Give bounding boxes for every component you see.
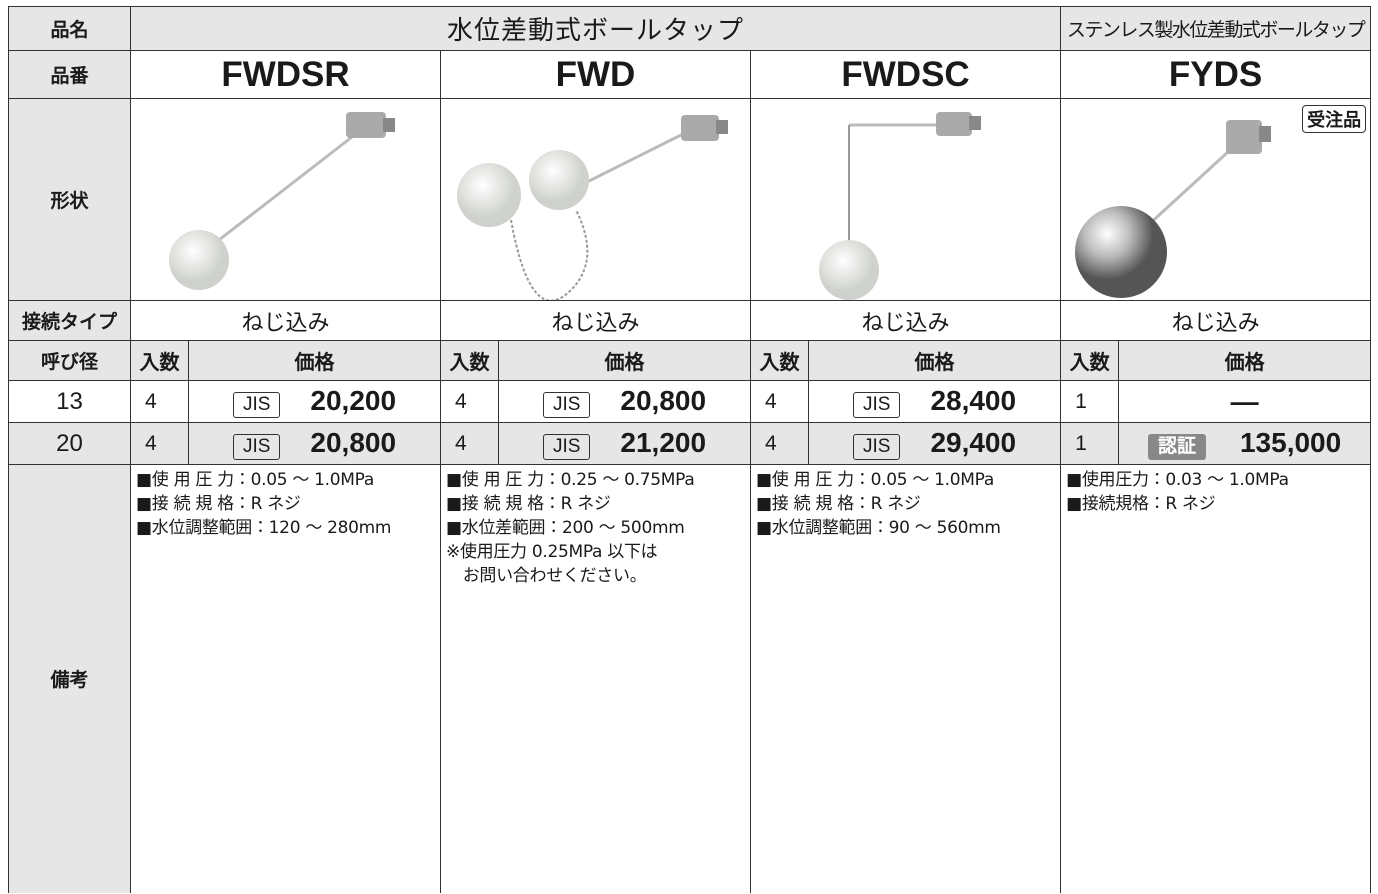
note-line: ■水位調整範囲：120 ～ 280mm [136,518,392,538]
note-line: ■使 用 圧 力：0.05 ～ 1.0MPa [756,470,994,490]
price: 135,000 [1239,426,1342,458]
qty-header: 入数 [440,340,499,381]
product-image [1075,119,1272,298]
price-cell: JIS 20,800 [498,380,751,423]
row: 呼び径 入数 価格 入数 価格 入数 価格 入数 価格 [8,340,1372,381]
price: 28,400 [930,384,1017,416]
row-label: 形状 [8,98,131,301]
model-number: FWDSR [130,50,441,99]
price-header: 価格 [1118,340,1372,381]
note-line: ■接 続 規 格：R ネジ [136,494,301,514]
notes: ■使 用 圧 力：0.05 ～ 1.0MPa ■接 続 規 格：R ネジ ■水位調整… [749,464,1062,893]
order-badge: 受注品 [1302,105,1367,133]
quantity: 4 [440,380,499,423]
price: 20,800 [310,426,397,458]
model-number: FWD [440,50,751,99]
cert-mark: JIS [542,392,591,419]
note-line: ■接続規格：R ネジ [1066,494,1216,514]
note-line: ■接 続 規 格：R ネジ [446,494,611,514]
quantity: 1 [1060,422,1120,465]
price-header: 価格 [188,340,441,381]
price: — [1230,385,1259,417]
row-label: 品番 [8,50,131,99]
product-image [819,111,981,300]
cert-mark: JIS [232,392,281,419]
price-cell: JIS 20,200 [188,380,441,423]
row-label: 品名 [8,6,131,51]
row: 品番 FWDSR FWD FWDSC FYDS [8,50,1372,99]
quantity: 1 [1060,380,1120,423]
product-image-cell [749,98,1062,301]
price-cell: JIS 20,800 [188,422,441,465]
quantity: 4 [750,422,809,465]
cert-mark: JIS [852,434,901,461]
notes: ■使 用 圧 力：0.25 ～ 0.75MPa ■接 続 規 格：R ネジ ■水位差… [440,464,751,893]
price-cell: JIS 29,400 [807,422,1062,465]
cert-mark: JIS [232,434,281,461]
qty-header: 入数 [1060,340,1120,381]
product-name: ステンレス製水位差動式ボールタップ [1060,6,1372,51]
product-image-cell [130,98,441,301]
row-label: 備考 [8,464,131,893]
cert-mark: JIS [852,392,901,419]
note-line: ■水位差範囲：200 ～ 500mm [446,518,685,538]
price-cell: JIS 28,400 [807,380,1062,423]
price-cell: — [1118,380,1372,423]
note-line: ※使用圧力 0.25MPa 以下は [446,542,658,562]
notes: ■使 用 圧 力：0.05 ～ 1.0MPa ■接 続 規 格：R ネジ ■水位調整… [130,464,441,893]
qty-header: 入数 [750,340,809,381]
row: 13 4 JIS 20,200 4 JIS 20,800 4 JIS 28,400 1— [8,380,1372,423]
connection-type: ねじ込み [440,300,751,341]
note-line: ■使用圧力：0.03 ～ 1.0MPa [1066,470,1289,490]
quantity: 4 [130,422,189,465]
connection-type: ねじ込み [1060,300,1372,341]
price: 29,400 [930,426,1017,458]
row-label: 接続タイプ [8,300,131,341]
product-image [169,111,395,290]
row: 20 4 JIS 20,800 4 JIS 21,200 4 JIS 29,400 1 認証 135,0… [8,422,1372,465]
note-line: ■使 用 圧 力：0.25 ～ 0.75MPa [446,470,695,490]
size: 20 [8,422,131,465]
size: 13 [8,380,131,423]
price: 21,200 [620,426,707,458]
row: 備考 ■使 用 圧 力：0.05 ～ 1.0MPa ■接 続 規 格：R ネジ ■水位… [8,464,1372,893]
row: 形状 受注品 [8,98,1372,301]
product-image [457,114,728,300]
notes: ■使用圧力：0.03 ～ 1.0MPa ■接続規格：R ネジ [1060,464,1372,893]
price: 20,200 [310,384,397,416]
price: 20,800 [620,384,707,416]
row: 品名 水位差動式ボールタップ ステンレス製水位差動式ボールタップ [8,6,1372,51]
quantity: 4 [750,380,809,423]
connection-type: ねじ込み [749,300,1062,341]
note-line: ■水位調整範囲：90 ～ 560mm [756,518,1001,538]
cert-mark: 認証 [1147,434,1206,461]
qty-header: 入数 [130,340,189,381]
connection-type: ねじ込み [130,300,441,341]
spec-table: 品名 水位差動式ボールタップ ステンレス製水位差動式ボールタップ 品番 FWDSR FWD… [8,6,1372,893]
row: 接続タイプ ねじ込み ねじ込み ねじ込み ねじ込み [8,300,1372,341]
model-number: FWDSC [749,50,1062,99]
note-line: お問い合わせください。 [446,566,647,586]
row-label: 呼び径 [8,340,131,381]
price-header: 価格 [807,340,1062,381]
note-line: ■接 続 規 格：R ネジ [756,494,921,514]
price-header: 価格 [498,340,751,381]
product-name: 水位差動式ボールタップ [129,6,1062,51]
product-image-cell: 受注品 [1060,98,1372,301]
price-cell: 認証 135,000 [1118,422,1372,465]
cert-mark: JIS [542,434,591,461]
price-cell: JIS 21,200 [498,422,751,465]
product-image-cell [440,98,751,301]
table: 品名 水位差動式ボールタップ ステンレス製水位差動式ボールタップ 品番 FWDSR FWD… [8,6,1372,893]
quantity: 4 [130,380,189,423]
model-number: FYDS [1060,50,1372,99]
quantity: 4 [440,422,499,465]
note-line: ■使 用 圧 力：0.05 ～ 1.0MPa [136,470,374,490]
